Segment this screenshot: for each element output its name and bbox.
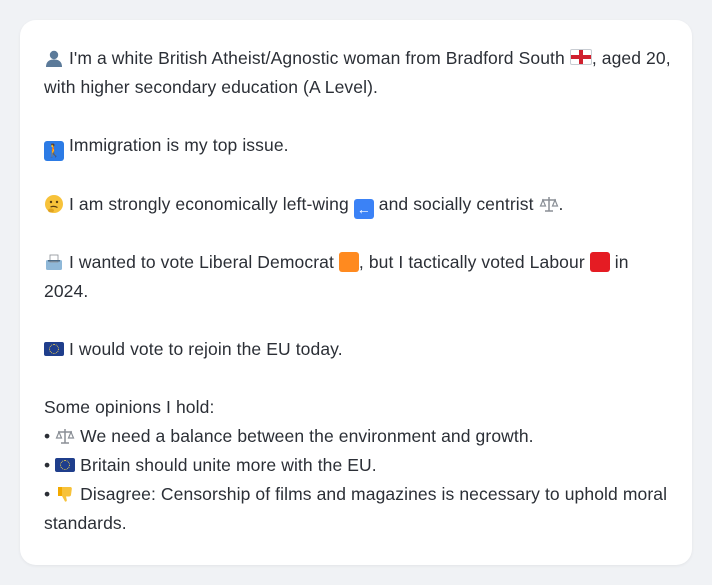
eu-paragraph: I would vote to rejoin the EU today. bbox=[44, 335, 674, 364]
vote-paragraph: I wanted to vote Liberal Democrat , but … bbox=[44, 248, 674, 306]
opinion-bullet: • bbox=[44, 426, 51, 446]
england-flag-icon bbox=[569, 49, 592, 65]
opinion-bullet: • bbox=[44, 484, 51, 504]
thumbs-down-icon bbox=[58, 487, 73, 502]
orange-square-icon bbox=[338, 252, 359, 272]
vote-text-1: I wanted to vote Liberal Democrat bbox=[68, 252, 334, 272]
opinion-item: • Disagree: Censorship of films and maga… bbox=[44, 480, 674, 538]
ballot-box-icon bbox=[46, 254, 62, 270]
bust-in-silhouette-icon bbox=[46, 50, 62, 67]
eu-flag-icon bbox=[44, 342, 64, 356]
balance-scale-icon bbox=[55, 429, 75, 444]
message-content: I'm a white British Atheist/Agnostic wom… bbox=[44, 44, 674, 538]
bubble-tail bbox=[36, 545, 84, 565]
balance-scale-icon bbox=[539, 197, 558, 212]
top-issue-paragraph: 🚶 Immigration is my top issue. bbox=[44, 131, 674, 161]
identity-text-continued: , aged 20, with higher secondary educati… bbox=[44, 48, 671, 97]
opinion-text: We need a balance between the environmen… bbox=[80, 426, 534, 446]
opinions-section: Some opinions I hold: • We need a balanc… bbox=[44, 393, 674, 538]
opinions-heading: Some opinions I hold: bbox=[44, 397, 215, 417]
ideology-text-2: and socially centrist bbox=[378, 194, 534, 214]
opinion-item: • Britain should unite more with the EU. bbox=[44, 451, 674, 480]
ideology-text-1: I am strongly economically left-wing bbox=[68, 194, 349, 214]
thinking-face-icon bbox=[45, 195, 63, 213]
top-issue-text: Immigration is my top issue. bbox=[68, 135, 289, 155]
opinion-bullet: • bbox=[44, 455, 51, 475]
ideology-text-3: . bbox=[558, 194, 564, 214]
ideology-paragraph: I am strongly economically left-wing ← a… bbox=[44, 190, 674, 219]
opinion-item: • We need a balance between the environm… bbox=[44, 422, 674, 451]
red-square-icon bbox=[589, 252, 610, 272]
identity-paragraph: I'm a white British Atheist/Agnostic wom… bbox=[44, 44, 674, 102]
eu-text: I would vote to rejoin the EU today. bbox=[68, 339, 343, 359]
eu-flag-icon bbox=[55, 458, 76, 472]
opinion-text: Britain should unite more with the EU. bbox=[80, 455, 377, 475]
message-bubble: I'm a white British Atheist/Agnostic wom… bbox=[20, 20, 692, 565]
vote-text-2: , but I tactically voted Labour bbox=[358, 252, 585, 272]
left-arrow-icon: ← bbox=[353, 199, 374, 219]
opinion-text: Disagree: Censorship of films and magazi… bbox=[44, 484, 668, 533]
vote-text-3: in 2024. bbox=[44, 252, 629, 301]
identity-text: I'm a white British Atheist/Agnostic wom… bbox=[68, 48, 565, 68]
walking-person-icon: 🚶 bbox=[44, 141, 64, 161]
